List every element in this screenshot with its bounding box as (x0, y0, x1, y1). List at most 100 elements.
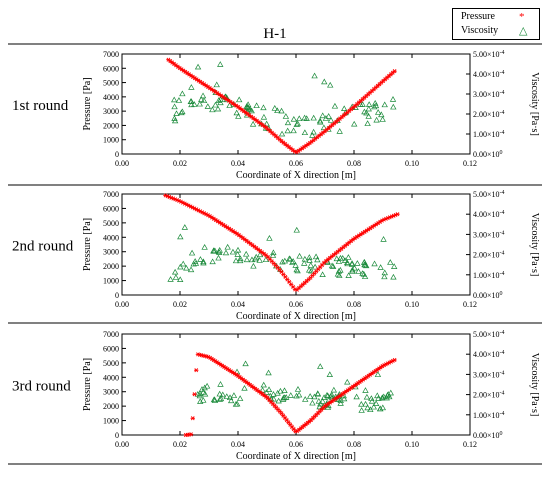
y-tick-label: 1000 (103, 417, 119, 426)
viscosity-point (306, 257, 313, 263)
y-axis-label: Pressure [Pa] (82, 77, 93, 130)
y-tick-label: 0 (115, 431, 119, 440)
viscosity-point (278, 107, 285, 114)
row-label: 3rd round (12, 379, 71, 395)
viscosity-point (319, 398, 326, 404)
viscosity-point (260, 113, 268, 120)
viscosity-point (360, 259, 368, 265)
viscosity-point (293, 121, 300, 127)
viscosity-point (236, 257, 244, 264)
figure-title: H-1 (263, 26, 287, 42)
viscosity-point (381, 269, 388, 276)
pressure-point (190, 416, 195, 421)
legend-symbol-viscosity: △ (519, 25, 528, 37)
y2-tick-label: 3.00×10-4 (473, 230, 505, 239)
y2-tick-label: 5.00×10-4 (473, 50, 505, 59)
pressure-point (282, 415, 288, 420)
viscosity-point (387, 389, 394, 396)
viscosity-point (209, 258, 216, 265)
x-axis-label: Coordinate of X direction [m] (236, 311, 356, 322)
viscosity-point (353, 393, 360, 400)
viscosity-point (307, 262, 314, 268)
x-tick-label: 0.04 (231, 300, 245, 309)
viscosity-point (242, 360, 249, 367)
viscosity-point (328, 391, 336, 398)
viscosity-point (290, 115, 298, 122)
viscosity-point (200, 97, 208, 104)
viscosity-point (284, 127, 291, 134)
viscosity-point (309, 132, 316, 138)
pressure-point (289, 424, 295, 429)
viscosity-point (306, 254, 313, 260)
viscosity-point (379, 116, 386, 122)
x-tick-label: 0.04 (231, 159, 245, 168)
viscosity-point (249, 120, 257, 127)
viscosity-point (361, 261, 368, 268)
x-tick-label: 0.02 (173, 300, 187, 309)
x-tick-label: 0.00 (115, 300, 129, 309)
y2-axis-label: Viscosity [Pa·s] (529, 213, 540, 277)
pressure-point (291, 427, 296, 432)
viscosity-point (212, 101, 219, 108)
viscosity-point (358, 407, 365, 413)
viscosity-point (177, 263, 184, 270)
viscosity-point (363, 262, 370, 269)
viscosity-point (372, 400, 380, 406)
viscosity-point (319, 271, 326, 277)
pressure-point (283, 274, 288, 280)
pressure-point (392, 69, 397, 74)
viscosity-point (345, 254, 352, 260)
viscosity-point (323, 391, 331, 398)
viscosity-point (336, 128, 343, 134)
viscosity-point (234, 251, 241, 257)
viscosity-point (203, 382, 211, 389)
x-tick-label: 0.00 (115, 159, 129, 168)
y-tick-label: 0 (115, 150, 119, 159)
x-tick-label: 0.04 (231, 440, 245, 449)
viscosity-point (312, 253, 320, 260)
viscosity-point (201, 384, 208, 391)
y-tick-label: 6000 (103, 344, 119, 353)
viscosity-point (296, 115, 303, 122)
viscosity-point (295, 391, 303, 398)
viscosity-point (248, 256, 256, 263)
legend-label-pressure: Pressure (461, 11, 495, 22)
x-tick-label: 0.06 (289, 159, 303, 168)
viscosity-point (363, 393, 371, 400)
viscosity-point (380, 236, 387, 242)
viscosity-point (311, 263, 319, 270)
viscosity-point (260, 104, 267, 111)
chart-panel-2: 2nd round 0.00 0.02 0.04 0.06 0.08 0.10 0.12 Coo… (12, 190, 540, 322)
viscosity-point (333, 255, 340, 262)
y-tick-label: 4000 (103, 233, 119, 242)
y-tick-label: 4000 (103, 373, 119, 382)
viscosity-point (201, 244, 208, 250)
pressure-point (281, 272, 286, 277)
pressure-point (279, 411, 284, 416)
x-tick-label: 0.08 (347, 300, 361, 309)
viscosity-point (278, 130, 286, 137)
viscosity-point (351, 264, 358, 271)
y-tick-label: 2000 (103, 402, 119, 411)
viscosity-point (374, 371, 382, 377)
viscosity-point (351, 120, 358, 127)
viscosity-point (293, 266, 300, 273)
viscosity-point (283, 394, 290, 400)
viscosity-point (265, 369, 272, 376)
viscosity-point (229, 248, 237, 255)
viscosity-point (364, 120, 371, 126)
viscosity-point (187, 98, 194, 104)
viscosity-point (365, 113, 372, 119)
viscosity-point (390, 263, 398, 269)
viscosity-point (355, 268, 362, 274)
viscosity-point (211, 247, 219, 254)
viscosity-point (384, 392, 391, 398)
viscosity-point (171, 103, 178, 110)
viscosity-point (177, 276, 184, 283)
y-tick-label: 7000 (103, 330, 119, 339)
viscosity-point (376, 405, 384, 412)
viscosity-point (361, 108, 368, 115)
viscosity-point (179, 108, 186, 115)
viscosity-point (317, 400, 324, 407)
y2-tick-label: 0.00×100 (473, 431, 503, 440)
